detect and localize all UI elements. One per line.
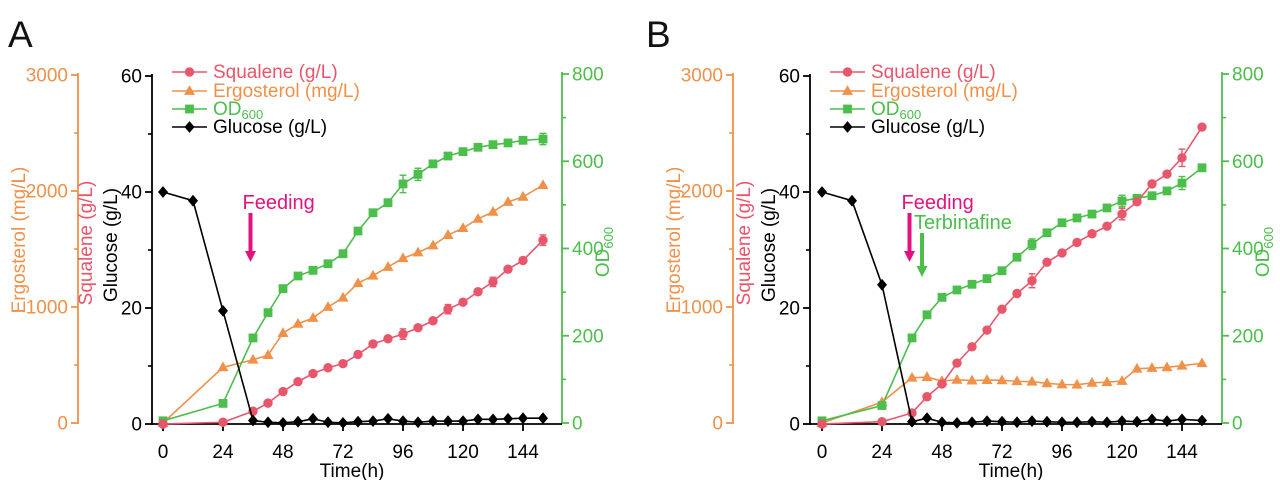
tick-label: 0 bbox=[1232, 414, 1243, 435]
x-axis-title: Time(h) bbox=[979, 461, 1044, 480]
od600-axis-title: OD600 bbox=[593, 227, 616, 277]
legend: Squalene (g/L)Ergosterol (mg/L)OD600Gluc… bbox=[172, 62, 360, 138]
tick-label: 60 bbox=[779, 67, 800, 88]
squalene-axis-title: Squalene (g/L) bbox=[76, 181, 97, 306]
axis-left-inner: 0 20 40 60 Squalene (g/L) Glucose (g/L) bbox=[734, 67, 811, 436]
glucose-axis-title: Glucose (g/L) bbox=[101, 188, 122, 302]
axis-ergosterol: 0 1000 2000 3000 Ergosterol (mg/L) bbox=[9, 66, 79, 435]
series-squalene bbox=[158, 234, 548, 429]
axis-ergosterol: 0 1000 2000 3000 Ergosterol (mg/L) bbox=[664, 66, 734, 435]
tick-label: 20 bbox=[779, 299, 800, 320]
legend-label: Glucose (g/L) bbox=[871, 117, 985, 138]
x-tick-label: 48 bbox=[272, 442, 293, 463]
x-tick-label: 72 bbox=[332, 442, 353, 463]
legend-label: OD600 bbox=[213, 99, 263, 122]
svg-text:Terbinafine: Terbinafine bbox=[914, 212, 1012, 234]
series-od600 bbox=[158, 132, 548, 426]
tick-label: 1000 bbox=[26, 298, 68, 319]
x-tick-label: 120 bbox=[447, 442, 479, 463]
series-od600 bbox=[817, 163, 1207, 426]
tick-label: 60 bbox=[121, 67, 142, 88]
tick-label: 200 bbox=[1232, 326, 1264, 347]
ergosterol-axis-title: Ergosterol (mg/L) bbox=[9, 167, 30, 314]
annotation-feeding: Feeding bbox=[902, 192, 974, 262]
od600-axis-title: OD600 bbox=[1253, 227, 1276, 277]
tick-label: 2000 bbox=[26, 182, 68, 203]
tick-label: 800 bbox=[572, 65, 604, 86]
x-tick-label: 96 bbox=[392, 442, 413, 463]
x-tick-label: 0 bbox=[817, 442, 828, 463]
tick-label: 400 bbox=[572, 239, 604, 260]
svg-text:Feeding: Feeding bbox=[243, 192, 315, 214]
annotation-feeding: Feeding bbox=[243, 192, 315, 262]
tick-label: 0 bbox=[131, 415, 142, 436]
panel-label-b: B bbox=[646, 14, 671, 55]
tick-label: 400 bbox=[1232, 239, 1264, 260]
x-tick-label: 120 bbox=[1106, 442, 1138, 463]
tick-label: 2000 bbox=[681, 182, 723, 203]
legend-label: Squalene (g/L) bbox=[871, 62, 996, 83]
axis-od: 0 200 400 600 800 OD600 bbox=[1221, 65, 1276, 435]
tick-label: 0 bbox=[572, 414, 583, 435]
ergosterol-axis-title: Ergosterol (mg/L) bbox=[664, 167, 685, 314]
tick-label: 0 bbox=[789, 415, 800, 436]
legend-label: Glucose (g/L) bbox=[213, 117, 327, 138]
tick-label: 200 bbox=[572, 326, 604, 347]
x-tick-label: 96 bbox=[1051, 442, 1072, 463]
legend-label: OD600 bbox=[871, 99, 921, 122]
series-ergosterol bbox=[157, 179, 549, 427]
series-squalene bbox=[817, 122, 1207, 429]
axis-od: 0 200 400 600 800 OD600 bbox=[561, 65, 616, 435]
tick-label: 600 bbox=[1232, 152, 1264, 173]
x-axis: 0 24 48 72 96 120 144 Time(h) bbox=[152, 423, 562, 480]
tick-label: 3000 bbox=[681, 66, 723, 87]
x-axis: 0 24 48 72 96 120 144 Time(h) bbox=[810, 423, 1222, 480]
x-axis-title: Time(h) bbox=[320, 461, 385, 480]
legend-label: Squalene (g/L) bbox=[213, 62, 338, 83]
x-tick-label: 48 bbox=[931, 442, 952, 463]
panel-label-a: A bbox=[8, 14, 33, 55]
tick-label: 600 bbox=[572, 152, 604, 173]
annotation-terbinafine: Terbinafine bbox=[914, 212, 1012, 277]
tick-label: 0 bbox=[57, 414, 68, 435]
svg-text:Feeding: Feeding bbox=[902, 192, 974, 214]
tick-label: 20 bbox=[121, 299, 142, 320]
legend-label: Ergosterol (mg/L) bbox=[871, 81, 1018, 102]
x-tick-label: 0 bbox=[158, 442, 169, 463]
tick-label: 40 bbox=[121, 183, 142, 204]
x-tick-label: 24 bbox=[212, 442, 234, 463]
tick-label: 3000 bbox=[26, 66, 68, 87]
glucose-axis-title: Glucose (g/L) bbox=[759, 188, 780, 302]
squalene-axis-title: Squalene (g/L) bbox=[734, 181, 755, 306]
tick-label: 1000 bbox=[681, 298, 723, 319]
series-glucose bbox=[817, 186, 1207, 429]
series-ergosterol bbox=[816, 357, 1208, 427]
x-tick-label: 144 bbox=[1166, 442, 1198, 463]
tick-label: 0 bbox=[712, 414, 723, 435]
legend: Squalene (g/L)Ergosterol (mg/L)OD600Gluc… bbox=[830, 62, 1018, 138]
series-glucose bbox=[158, 186, 548, 429]
x-tick-label: 24 bbox=[871, 442, 893, 463]
tick-label: 800 bbox=[1232, 65, 1264, 86]
x-tick-label: 72 bbox=[991, 442, 1012, 463]
tick-label: 40 bbox=[779, 183, 800, 204]
x-tick-label: 144 bbox=[507, 442, 539, 463]
axis-left-inner: 0 20 40 60 Squalene (g/L) Glucose (g/L) bbox=[76, 67, 153, 436]
legend-label: Ergosterol (mg/L) bbox=[213, 81, 360, 102]
